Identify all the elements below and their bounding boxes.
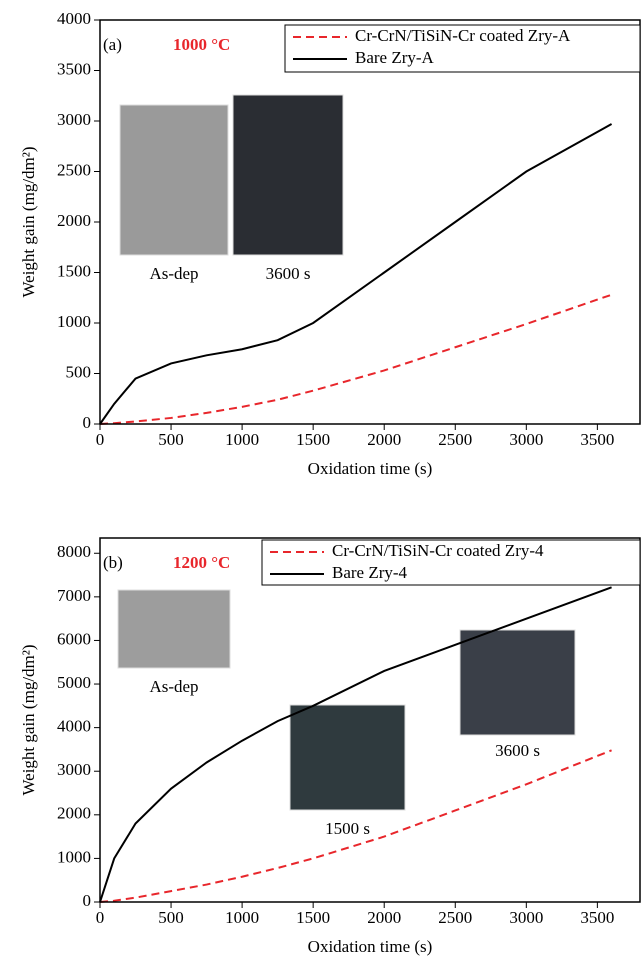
- x-tick-label: 500: [158, 908, 184, 927]
- temperature-annotation: 1200 °C: [173, 553, 230, 572]
- x-tick-label: 1000: [225, 430, 259, 449]
- y-tick-label: 1000: [57, 312, 91, 331]
- y-tick-label: 7000: [57, 586, 91, 605]
- x-axis-label: Oxidation time (s): [308, 937, 433, 956]
- y-axis-label: Weight gain (mg/dm²): [19, 146, 38, 297]
- legend-label: Bare Zry-4: [332, 563, 408, 582]
- x-tick-label: 1500: [296, 430, 330, 449]
- sample-photo: [120, 105, 228, 255]
- y-tick-label: 3500: [57, 59, 91, 78]
- temperature-annotation: 1000 °C: [173, 35, 230, 54]
- x-tick-label: 3000: [509, 430, 543, 449]
- y-tick-label: 5000: [57, 673, 91, 692]
- sample-photo: [233, 95, 343, 255]
- x-tick-label: 0: [96, 908, 105, 927]
- y-tick-label: 3000: [57, 110, 91, 129]
- y-tick-label: 1500: [57, 261, 91, 280]
- y-tick-label: 4000: [57, 9, 91, 28]
- legend-label: Bare Zry-A: [355, 48, 435, 67]
- x-tick-label: 1000: [225, 908, 259, 927]
- y-tick-label: 2500: [57, 160, 91, 179]
- image-label: 3600 s: [266, 264, 311, 283]
- figure: As-dep 3600 s 0 500 1000 1500 2000 2500 3000 3500…: [0, 0, 644, 968]
- x-tick-label: 3500: [580, 430, 614, 449]
- sample-photo: [118, 590, 230, 668]
- x-tick-label: 0: [96, 430, 105, 449]
- y-tick-label: 2000: [57, 211, 91, 230]
- x-tick-label: 3500: [580, 908, 614, 927]
- panel-label: (a): [103, 35, 122, 54]
- x-tick-label: 2500: [438, 908, 472, 927]
- y-axis-label: Weight gain (mg/dm²): [19, 644, 38, 795]
- panel-label: (b): [103, 553, 123, 572]
- y-tick-label: 0: [83, 413, 92, 432]
- y-tick-label: 8000: [57, 542, 91, 561]
- x-axis-label: Oxidation time (s): [308, 459, 433, 478]
- x-tick-label: 2500: [438, 430, 472, 449]
- sample-photo: [460, 630, 575, 735]
- x-tick-label: 500: [158, 430, 184, 449]
- y-tick-label: 4000: [57, 717, 91, 736]
- y-tick-label: 6000: [57, 629, 91, 648]
- legend-label: Cr-CrN/TiSiN-Cr coated Zry-A: [355, 26, 571, 45]
- image-label: As-dep: [149, 677, 198, 696]
- x-tick-label: 2000: [367, 908, 401, 927]
- image-label: 1500 s: [325, 819, 370, 838]
- x-tick-label: 3000: [509, 908, 543, 927]
- image-label: 3600 s: [495, 741, 540, 760]
- data-line: [100, 295, 612, 424]
- x-tick-label: 1500: [296, 908, 330, 927]
- x-tick-label: 2000: [367, 430, 401, 449]
- y-tick-label: 500: [66, 362, 92, 381]
- y-tick-label: 3000: [57, 760, 91, 779]
- image-label: As-dep: [149, 264, 198, 283]
- y-tick-label: 0: [83, 891, 92, 910]
- y-tick-label: 1000: [57, 847, 91, 866]
- y-tick-label: 2000: [57, 804, 91, 823]
- sample-photo: [290, 705, 405, 810]
- legend-label: Cr-CrN/TiSiN-Cr coated Zry-4: [332, 541, 544, 560]
